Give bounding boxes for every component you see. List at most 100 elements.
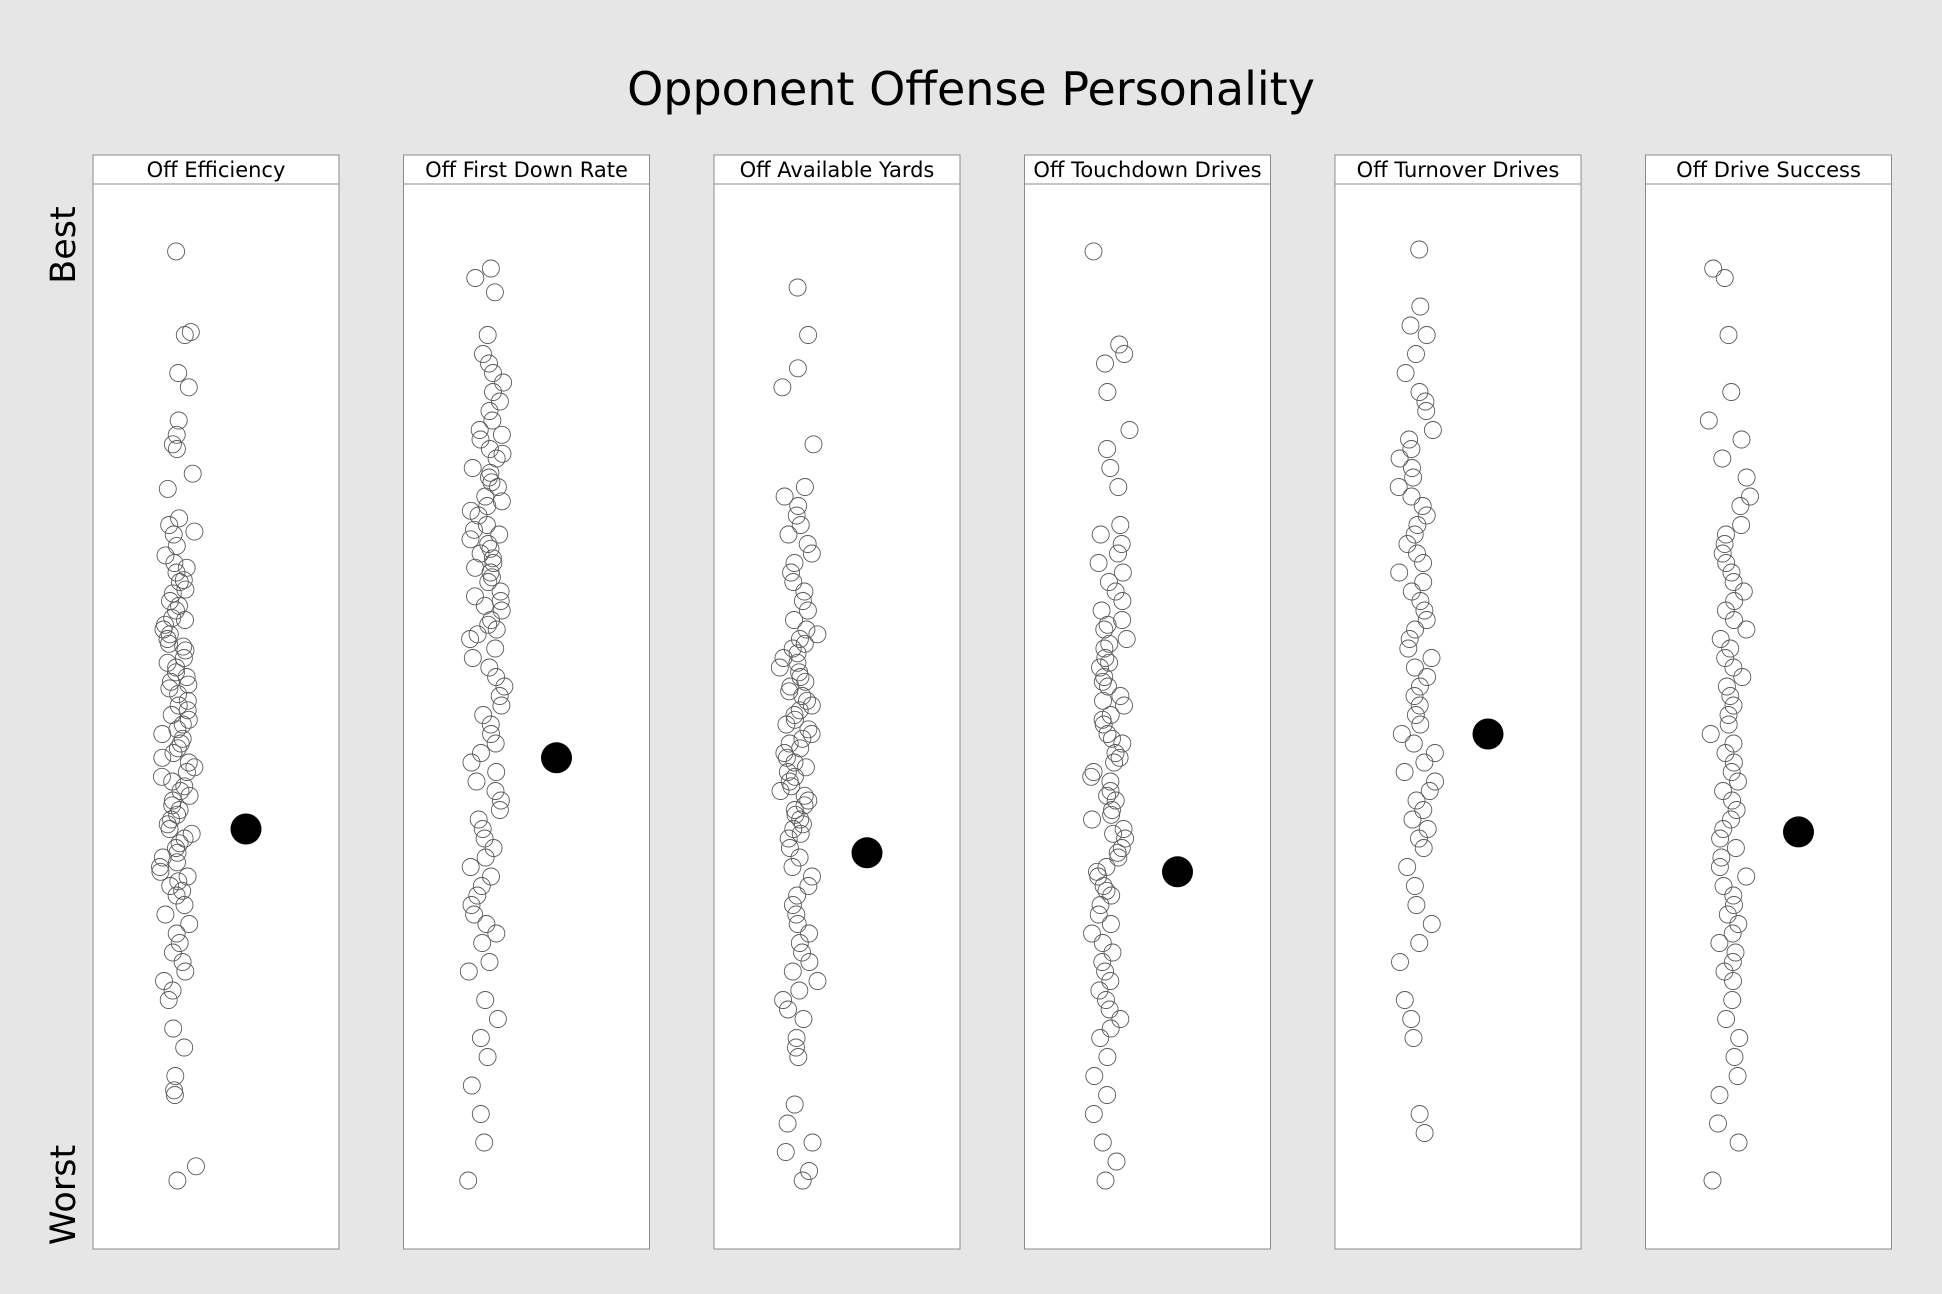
team-point <box>170 509 189 528</box>
panel-off-touchdown-drives: Off Touchdown Drives <box>1024 154 1271 1250</box>
team-point <box>791 516 810 534</box>
team-point <box>480 468 498 487</box>
team-point <box>1098 1048 1117 1066</box>
team-point <box>174 571 193 590</box>
team-point <box>476 487 495 506</box>
team-point <box>165 1081 184 1100</box>
team-point <box>468 886 487 905</box>
team-point <box>1423 421 1442 439</box>
team-point <box>165 1086 184 1104</box>
team-point <box>1724 696 1743 715</box>
team-point <box>783 858 802 876</box>
team-point <box>778 1114 797 1133</box>
team-point <box>167 886 186 905</box>
team-point <box>1097 991 1115 1009</box>
team-point <box>1715 269 1734 287</box>
team-point <box>1737 620 1756 639</box>
team-point <box>1111 687 1130 705</box>
team-point <box>151 862 170 881</box>
panel-frame <box>403 154 650 1250</box>
team-point <box>177 763 196 781</box>
team-point <box>478 1048 497 1066</box>
y-label-best: Best <box>44 206 84 284</box>
team-point <box>1722 810 1740 829</box>
team-point <box>471 544 490 563</box>
team-point <box>1717 1010 1736 1028</box>
panel-frame <box>1024 154 1271 1250</box>
team-point <box>795 582 814 601</box>
team-point <box>1389 478 1408 496</box>
team-point <box>480 354 498 373</box>
team-point <box>1415 601 1434 620</box>
team-point <box>169 696 188 715</box>
team-point <box>1405 687 1424 705</box>
team-point <box>1723 791 1742 810</box>
team-point <box>1408 544 1426 563</box>
team-point <box>1111 516 1130 534</box>
team-point <box>168 1171 187 1190</box>
team-point <box>1724 886 1743 905</box>
team-point <box>176 580 195 599</box>
team-point <box>469 810 488 829</box>
team-point <box>167 425 186 444</box>
team-point <box>804 435 823 454</box>
team-point <box>1729 915 1748 933</box>
team-point <box>179 710 198 729</box>
team-point <box>785 767 804 786</box>
team-point <box>1712 848 1731 867</box>
team-point <box>1699 411 1718 430</box>
team-point <box>493 444 512 463</box>
team-point <box>771 782 790 800</box>
team-point <box>173 715 192 734</box>
team-point <box>477 915 496 933</box>
team-point <box>1426 772 1445 791</box>
team-point <box>802 725 821 743</box>
team-point <box>1109 848 1128 867</box>
team-point <box>1422 649 1441 667</box>
team-point <box>797 620 816 639</box>
team-point <box>1415 1124 1434 1142</box>
team-point <box>788 359 807 378</box>
team-point <box>471 1029 490 1047</box>
team-point <box>790 934 809 952</box>
team-point <box>780 839 799 857</box>
team-point <box>1091 525 1110 544</box>
team-point <box>176 962 195 981</box>
team-point <box>1722 383 1741 401</box>
team-point <box>1404 1029 1423 1047</box>
team-point <box>1084 1105 1103 1123</box>
panel-header: Off Touchdown Drives <box>1033 158 1261 182</box>
team-point <box>1090 981 1109 1000</box>
team-point <box>1096 962 1115 981</box>
team-point <box>795 478 814 496</box>
team-point <box>1096 354 1114 373</box>
team-point <box>180 915 199 933</box>
team-point <box>471 1105 490 1123</box>
team-point <box>1410 829 1428 848</box>
team-point <box>158 479 177 498</box>
team-point <box>1099 677 1117 696</box>
team-point <box>1731 497 1750 515</box>
y-label-worst: Worst <box>44 1145 84 1245</box>
team-point <box>478 326 497 344</box>
team-point <box>1098 1086 1117 1104</box>
team-point <box>1113 563 1132 582</box>
team-point <box>1411 715 1430 734</box>
team-point <box>1089 554 1108 572</box>
team-point <box>164 744 183 762</box>
team-point <box>793 592 812 610</box>
team-point <box>784 573 803 591</box>
team-point <box>800 924 818 943</box>
team-point <box>789 1048 808 1066</box>
team-point <box>783 896 802 914</box>
team-point <box>1416 392 1435 411</box>
team-point <box>1113 611 1132 629</box>
team-point <box>1411 592 1430 610</box>
highlight-point <box>851 837 883 869</box>
team-point <box>153 748 172 767</box>
team-point <box>785 1095 804 1114</box>
team-point <box>474 345 492 363</box>
team-point <box>482 867 500 886</box>
team-point <box>1704 259 1723 278</box>
